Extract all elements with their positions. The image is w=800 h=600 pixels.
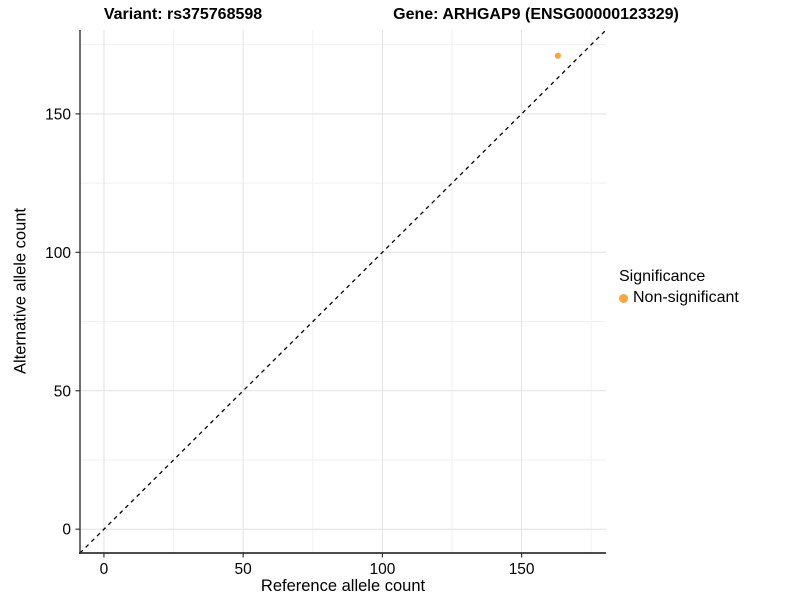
legend-marker-icon [619, 293, 628, 303]
identity-dashed-line [79, 29, 607, 554]
legend: Significance Non-significant [619, 268, 739, 307]
y-tick-label: 0 [62, 522, 71, 539]
x-tick-label: 150 [509, 561, 535, 578]
x-tick-label: 100 [369, 561, 395, 578]
y-tick-label: 100 [45, 245, 71, 262]
x-axis-title: Reference allele count [260, 577, 426, 595]
legend-title: Significance [619, 268, 706, 285]
data-point [554, 52, 561, 59]
plot-title-variant: Variant: rs375768598 [103, 6, 263, 23]
legend-item-label: Non-significant [633, 289, 739, 306]
x-tick-label: 50 [235, 561, 253, 578]
plot-title-gene: Gene: ARHGAP9 (ENSG00000123329) [393, 6, 679, 23]
x-tick-label: 0 [100, 561, 109, 578]
legend-item-non-significant: Non-significant [619, 289, 739, 307]
y-tick-label: 50 [54, 383, 72, 400]
y-tick-label: 150 [45, 106, 71, 123]
y-axis-title: Alternative allele count [11, 207, 30, 375]
